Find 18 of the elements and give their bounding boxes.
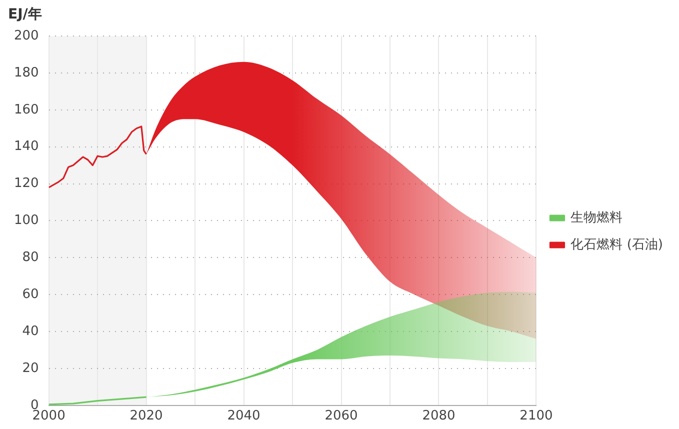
y-tick-label: 180 — [14, 65, 39, 80]
y-tick-label: 80 — [22, 250, 39, 266]
x-tick-label: 2100 — [520, 408, 553, 424]
x-tick-label: 2020 — [130, 408, 163, 424]
y-tick-label: 20 — [22, 360, 39, 376]
legend-label: 化石燃料 (石油) — [570, 237, 664, 252]
y-tick-label: 100 — [14, 213, 39, 228]
y-tick-label: 40 — [22, 324, 39, 339]
x-tick-label: 2040 — [227, 408, 260, 424]
x-tick-label: 2080 — [422, 408, 456, 424]
x-tick-label: 2060 — [324, 408, 358, 424]
y-tick-label: 120 — [14, 176, 39, 192]
y-tick-label: 200 — [14, 28, 39, 44]
legend-label: 生物燃料 — [570, 210, 623, 226]
y-tick-label: 140 — [14, 139, 39, 154]
y-tick-label: 160 — [14, 102, 39, 118]
y-tick-label: 60 — [22, 286, 39, 302]
y-axis-title: EJ/年 — [8, 6, 42, 23]
